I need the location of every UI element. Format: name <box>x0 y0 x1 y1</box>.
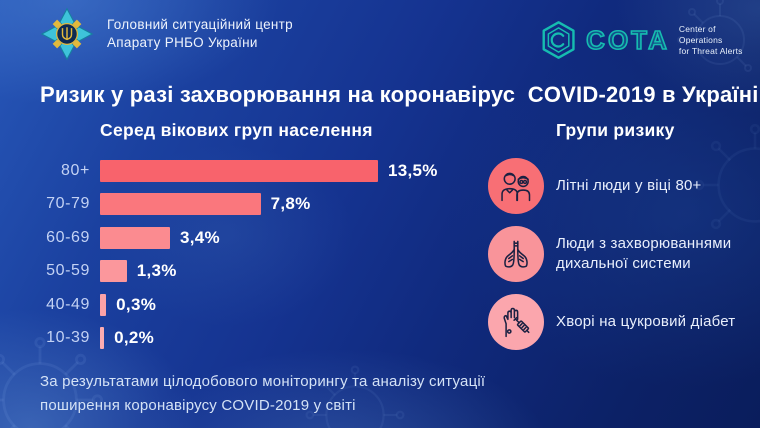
age-groups-chart: Серед вікових груп населення 80+ 13,5% 70-… <box>40 120 490 355</box>
bar <box>100 193 261 216</box>
page-title: Ризик у разі захворювання на коронавірус… <box>40 82 759 107</box>
bar <box>100 226 170 249</box>
age-group-label: 80+ <box>61 161 90 179</box>
cota-wordmark: COTA <box>585 25 670 55</box>
org-name: Головний ситуаційний центр Апарату РНБО … <box>107 16 293 52</box>
hand-syringe-icon <box>488 294 544 350</box>
rnbo-emblem-icon <box>40 7 94 61</box>
cota-logo-icon <box>542 21 575 59</box>
age-group-label: 10-39 <box>46 329 90 347</box>
risk-item-label: Літні люди у віці 80+ <box>556 177 702 194</box>
org-name-line1: Головний ситуаційний центр <box>107 17 293 32</box>
risk-item-elderly: Літні люди у віці 80+ <box>488 158 748 214</box>
elderly-couple-icon <box>488 158 544 214</box>
age-group-label: 70-79 <box>46 195 90 213</box>
risk-item-label: Хворі на цукровий діабет <box>556 313 736 330</box>
risk-item-diabetes: Хворі на цукровий діабет <box>488 294 748 350</box>
age-group-label: 50-59 <box>46 262 90 280</box>
source-note-line1: За результатами цілодобового моніторингу… <box>40 373 486 390</box>
bar-row: 60-69 3,4% <box>40 221 490 255</box>
source-note-line2: поширення коронавірусу COVID-2019 у світ… <box>40 397 356 414</box>
bar-rows: 80+ 13,5% 70-79 7,8% 60-69 3,4% 50-59 1,3% 40-49… <box>40 154 490 355</box>
bar <box>100 293 107 316</box>
bar-row: 50-59 1,3% <box>40 255 490 289</box>
risk-item-label: Люди з захворюваннями дихальної системи <box>556 235 732 272</box>
cota-tagline: Center of Operations for Threat Alerts <box>679 24 760 57</box>
lungs-icon <box>488 226 544 282</box>
bar-row: 70-79 7,8% <box>40 188 490 222</box>
age-group-label: 60-69 <box>46 228 90 246</box>
cota-branding: COTA Center of Operations for Threat Ale… <box>540 20 760 60</box>
risk-groups-list: Літні люди у віці 80+ Люди з захворюванн… <box>488 158 748 350</box>
bar <box>100 327 105 350</box>
org-branding: Головний ситуаційний центр Апарату РНБО … <box>40 7 293 61</box>
risk-item-respiratory: Люди з захворюваннями дихальної системи <box>488 226 748 282</box>
risk-groups-panel: Групи ризику Літні люд <box>488 120 748 362</box>
bar-row: 80+ 13,5% <box>40 154 490 188</box>
bar-row: 40-49 0,3% <box>40 288 490 322</box>
bar-value-label: 3,4% <box>180 227 220 247</box>
trident-icon <box>61 27 73 41</box>
risk-groups-heading: Групи ризику <box>556 120 675 140</box>
age-group-label: 40-49 <box>46 295 90 313</box>
source-note: За результатами цілодобового моніторингу… <box>40 370 485 418</box>
bar-value-label: 1,3% <box>136 261 177 281</box>
chart-title: Серед вікових груп населення <box>100 120 373 140</box>
bar-value-label: 0,3% <box>116 294 157 314</box>
cota-tagline-line1: Center of Operations <box>678 23 723 45</box>
cota-tagline-line2: for Threat Alerts <box>678 45 743 56</box>
bar-value-label: 7,8% <box>270 194 311 214</box>
bar <box>100 260 127 283</box>
bar-row: 10-39 0,2% <box>40 322 490 356</box>
bar-value-label: 13,5% <box>388 160 438 180</box>
org-name-line2: Апарату РНБО України <box>107 35 258 50</box>
bar-value-label: 0,2% <box>114 328 155 348</box>
bar <box>100 159 378 182</box>
